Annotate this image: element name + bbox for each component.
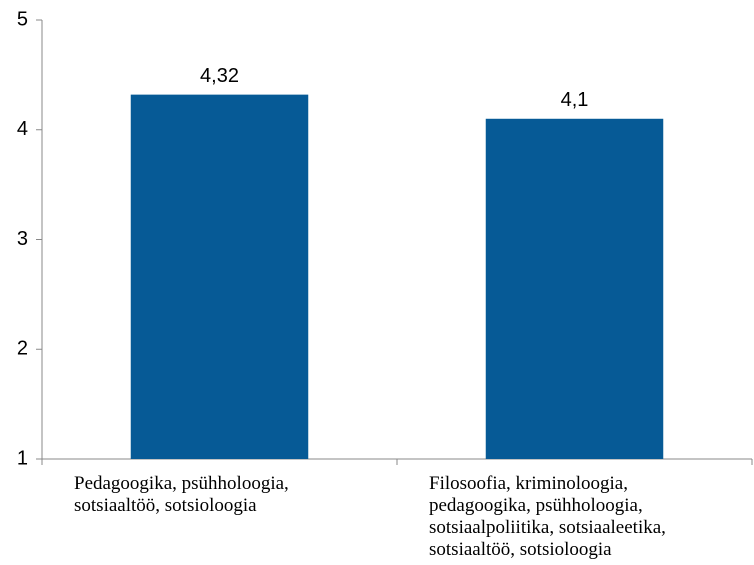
- y-tick-label: 3: [17, 228, 28, 250]
- y-tick-label: 5: [17, 8, 28, 30]
- bar: [485, 118, 664, 460]
- y-tick-label: 2: [17, 338, 28, 360]
- x-tick-label: Filosoofia, kriminoloogia, pedagoogika, …: [429, 473, 666, 560]
- value-label: 4,32: [200, 65, 239, 87]
- y-tick-label: 1: [17, 447, 28, 469]
- bar: [130, 94, 309, 459]
- y-tick-label: 4: [17, 118, 28, 140]
- x-tick-label: Pedagoogika, psühholoogia, sotsiaaltöö, …: [74, 473, 289, 516]
- value-label: 4,1: [561, 89, 589, 111]
